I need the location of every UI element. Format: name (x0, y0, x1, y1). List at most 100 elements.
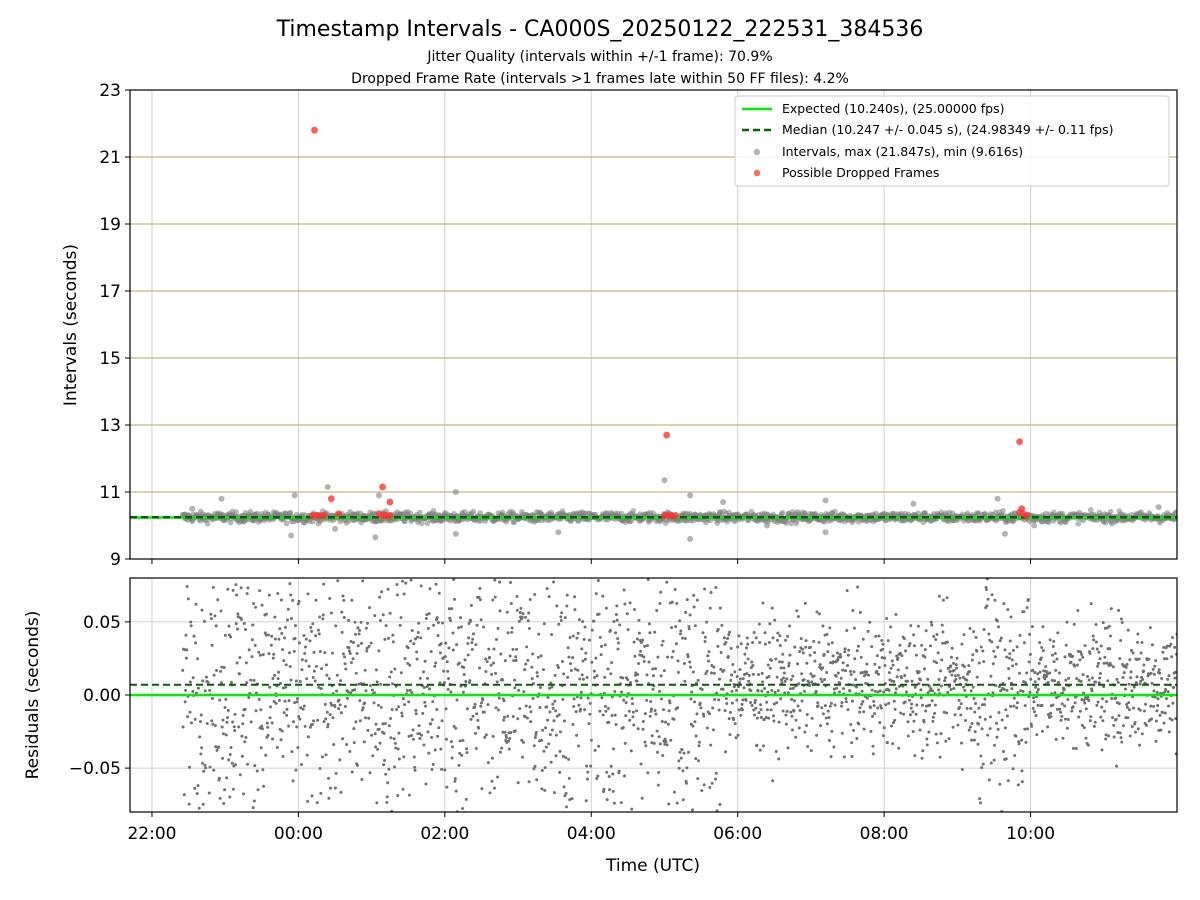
residual-point (571, 634, 575, 638)
residual-point (1125, 705, 1129, 709)
interval-outlier-15 (763, 522, 770, 529)
residual-point (496, 626, 500, 630)
residual-point (471, 714, 475, 718)
residual-point (366, 621, 370, 625)
residual-point (338, 758, 342, 762)
residual-point (996, 727, 1000, 731)
residual-point (925, 743, 929, 747)
residual-point (244, 661, 248, 665)
residual-point (838, 653, 842, 657)
residual-point (615, 604, 619, 608)
residual-point (667, 802, 671, 806)
residual-point (651, 667, 655, 671)
residual-point (565, 604, 569, 608)
residual-point (1014, 812, 1017, 815)
residual-point (989, 761, 993, 765)
residual-point (586, 770, 590, 774)
residual-point (428, 687, 432, 691)
residual-point (962, 685, 966, 689)
residual-point (883, 656, 887, 660)
residual-point (247, 648, 251, 652)
residual-point (1044, 665, 1048, 669)
residual-point (583, 657, 587, 661)
residual-point (435, 708, 439, 712)
residual-point (319, 791, 323, 795)
residual-point (926, 677, 930, 681)
residual-point (856, 644, 860, 648)
residual-point (572, 697, 576, 701)
residual-point (955, 656, 959, 660)
interval-outlier-1 (218, 495, 225, 502)
residual-point (585, 676, 589, 680)
residual-point (459, 625, 463, 629)
residual-point (881, 642, 885, 646)
residual-point (814, 689, 818, 693)
residual-point (705, 726, 709, 730)
residual-point (1020, 738, 1024, 742)
residual-point (957, 698, 961, 702)
residual-point (189, 620, 193, 624)
residual-point (413, 765, 417, 769)
residual-point (452, 724, 456, 728)
residual-point (818, 663, 822, 667)
residual-point (282, 659, 286, 663)
residual-point (425, 613, 429, 617)
residual-point (1089, 602, 1093, 606)
residual-point (1126, 628, 1130, 632)
residual-point (613, 713, 617, 717)
residual-point (1096, 664, 1100, 668)
residual-point (1154, 719, 1158, 723)
residual-point (296, 602, 300, 606)
residual-point (1039, 656, 1043, 660)
residual-point (616, 641, 620, 645)
residual-point (702, 783, 706, 787)
residual-point (778, 660, 782, 664)
residual-point (968, 627, 972, 631)
residual-point (307, 568, 310, 571)
residual-point (224, 697, 228, 701)
residual-point (922, 720, 926, 724)
residual-point (1074, 747, 1078, 751)
residual-point (425, 685, 429, 689)
residual-point (215, 748, 219, 752)
residual-point (370, 733, 374, 737)
residual-point (915, 703, 919, 707)
residual-point (730, 689, 734, 693)
residual-point (507, 747, 511, 751)
residual-point (512, 659, 516, 663)
residual-point (1121, 675, 1125, 679)
residual-point (197, 818, 200, 821)
residual-point (931, 715, 935, 719)
residual-point (1093, 720, 1097, 724)
residual-point (861, 637, 865, 641)
residual-point (377, 727, 381, 731)
residual-point (271, 656, 275, 660)
residual-point (264, 633, 268, 637)
residual-point (622, 774, 626, 778)
residual-point (593, 676, 597, 680)
residual-point (277, 670, 281, 674)
residual-point (936, 651, 940, 655)
residual-point (311, 622, 315, 626)
residual-point (1077, 715, 1081, 719)
residual-point (321, 617, 325, 621)
residual-point (1071, 654, 1075, 658)
residual-point (1037, 677, 1041, 681)
residual-point (261, 768, 265, 772)
residual-point (821, 624, 825, 628)
residual-point (946, 690, 950, 694)
residual-point (369, 641, 373, 645)
residual-point (222, 666, 226, 670)
residual-point (340, 610, 344, 614)
residual-point (229, 746, 233, 750)
interval-outlier-2 (288, 532, 295, 539)
residual-point (464, 679, 468, 683)
interval-point (779, 510, 786, 516)
residual-point (891, 721, 895, 725)
residual-point (945, 596, 949, 600)
residual-point (601, 713, 605, 717)
residual-point (486, 847, 489, 850)
residual-point (370, 561, 373, 564)
residual-point (534, 730, 538, 734)
residual-point (933, 711, 937, 715)
